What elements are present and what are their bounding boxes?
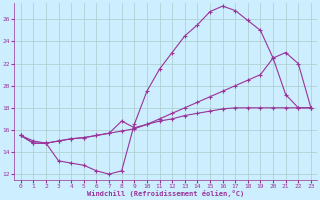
X-axis label: Windchill (Refroidissement éolien,°C): Windchill (Refroidissement éolien,°C) [87, 190, 244, 197]
